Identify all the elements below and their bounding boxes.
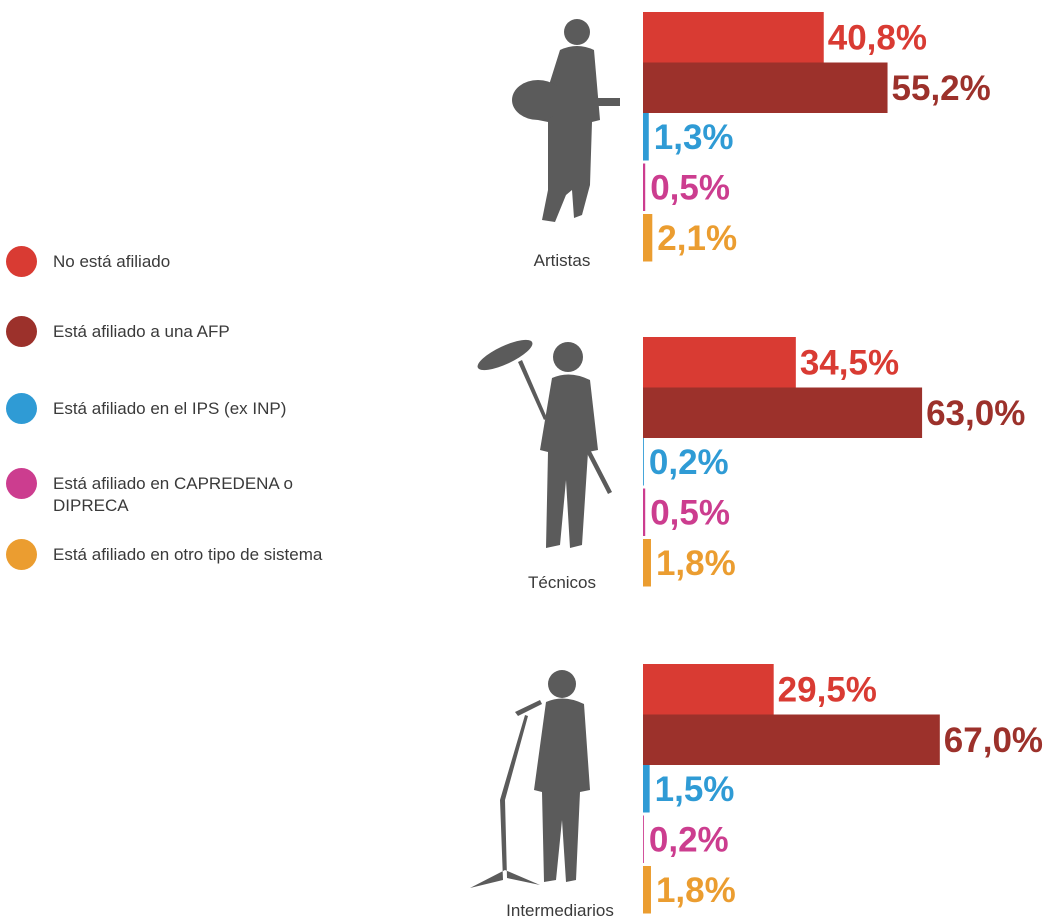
figure-technician [477, 339, 612, 548]
legend-swatch [6, 246, 37, 277]
legend-swatch [6, 393, 37, 424]
bar [643, 62, 888, 113]
value-label: 1,3% [654, 118, 734, 157]
value-label: 2,1% [657, 219, 737, 258]
category-label: Técnicos [528, 573, 596, 592]
legend-swatch [6, 468, 37, 499]
bar [643, 714, 940, 765]
bar [643, 337, 796, 388]
category-label: Artistas [534, 251, 591, 270]
bar [643, 387, 923, 438]
bar [643, 12, 824, 63]
legend-label: No está afiliado [53, 252, 171, 271]
figure-artist [512, 19, 620, 222]
value-label: 63,0% [926, 394, 1025, 433]
value-label: 67,0% [944, 721, 1043, 760]
legend-item: Está afiliado a una AFP [6, 316, 413, 347]
legend-label: Está afiliado en el IPS (ex INP) [53, 399, 287, 418]
legend-item: Está afiliado en CAPREDENA o DIPRECA [6, 468, 353, 517]
legend-item: Está afiliado en otro tipo de sistema [6, 539, 413, 570]
bar [643, 866, 651, 914]
legend-label: Está afiliado en CAPREDENA o DIPRECA [53, 474, 294, 515]
value-label: 0,5% [650, 494, 730, 533]
legend: No está afiliado Está afiliado a una AFP E… [6, 0, 426, 923]
value-label: 1,8% [656, 544, 736, 583]
value-label: 0,2% [649, 821, 729, 860]
legend-item: Está afiliado en el IPS (ex INP) [6, 393, 413, 424]
category-label: Intermediarios [506, 901, 614, 920]
value-label: 1,5% [655, 770, 735, 809]
bar [643, 765, 650, 813]
bar [643, 539, 651, 587]
bar [643, 815, 644, 863]
legend-swatch [6, 316, 37, 347]
bar [643, 664, 774, 715]
value-label: 40,8% [828, 19, 927, 58]
bar [643, 163, 646, 211]
value-label: 55,2% [892, 69, 991, 108]
value-label: 34,5% [800, 344, 899, 383]
bar [643, 438, 644, 486]
value-label: 0,5% [650, 169, 730, 208]
legend-label: Está afiliado a una AFP [53, 322, 230, 341]
bar [643, 113, 649, 161]
legend-item: No está afiliado [6, 246, 413, 277]
value-label: 1,8% [656, 871, 736, 910]
bar [643, 488, 646, 536]
figure-intermediary [470, 670, 590, 888]
bar [643, 214, 653, 262]
legend-label: Está afiliado en otro tipo de sistema [53, 545, 323, 564]
value-label: 0,2% [649, 443, 729, 482]
value-label: 29,5% [778, 671, 877, 710]
legend-swatch [6, 539, 37, 570]
